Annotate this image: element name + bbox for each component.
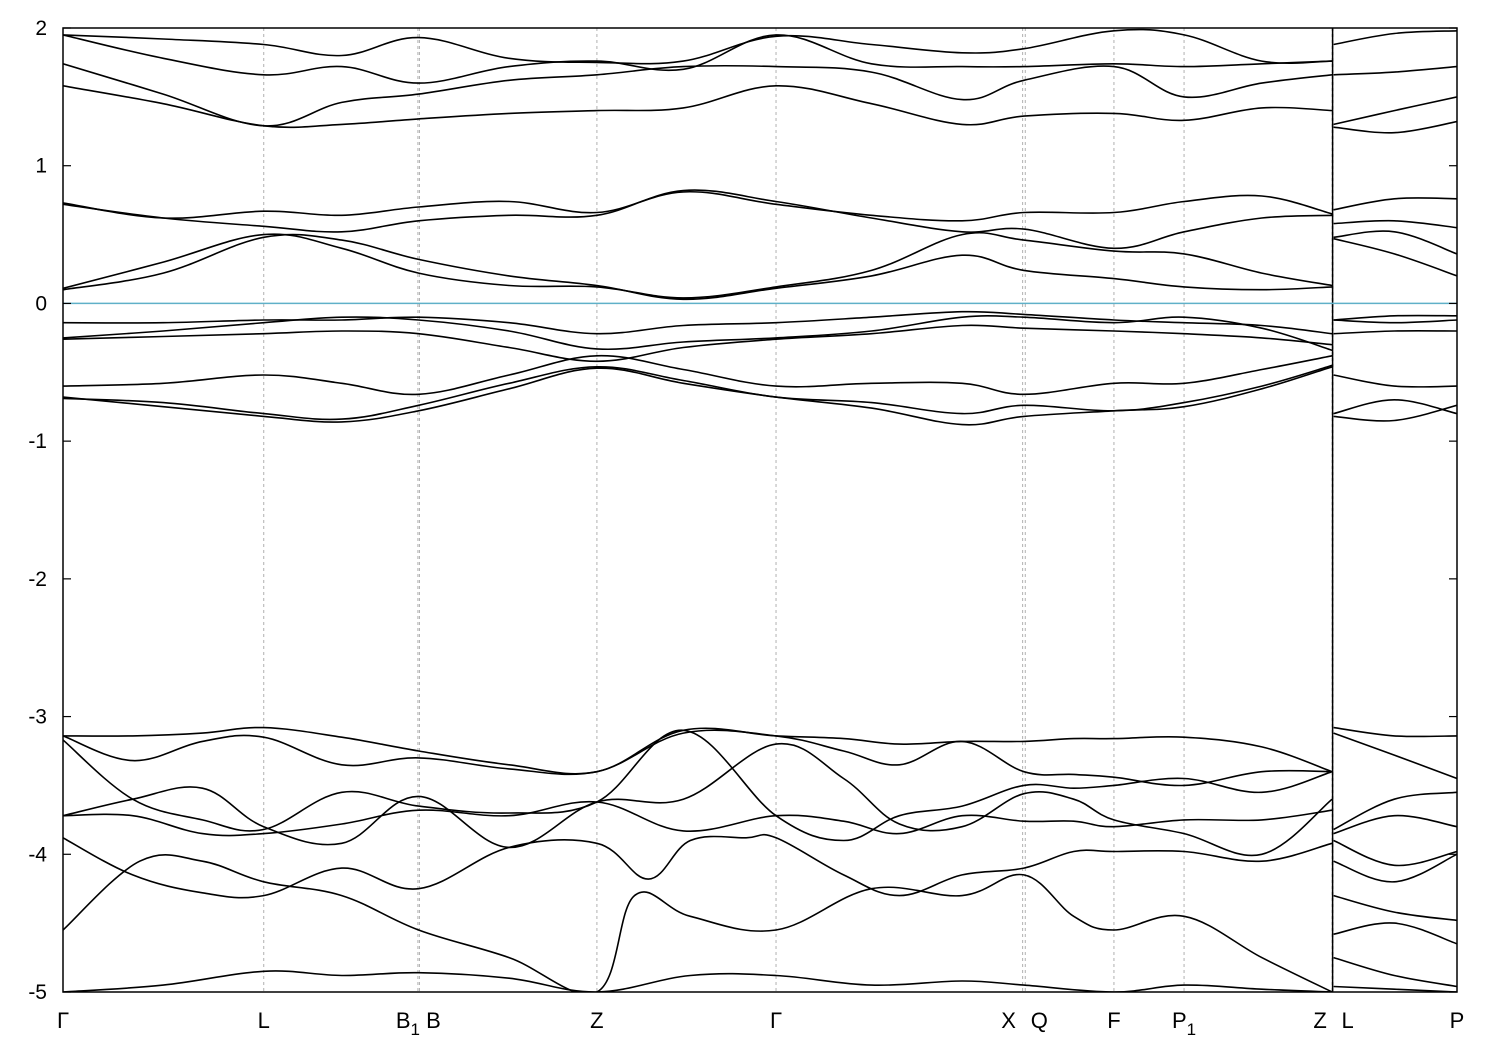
band-line-18 xyxy=(63,190,1333,222)
y-tick-label: -3 xyxy=(28,706,47,729)
y-tick-label: -4 xyxy=(28,843,47,866)
band-line-21 xyxy=(63,34,1333,84)
band-line-27 xyxy=(1333,839,1457,867)
band-line-36 xyxy=(1333,314,1457,321)
band-line-7 xyxy=(63,729,1333,787)
band-line-11 xyxy=(63,354,1333,396)
kpoint-gridlines xyxy=(263,28,1336,992)
y-tick-label: -1 xyxy=(28,430,47,453)
band-line-40 xyxy=(1333,230,1457,255)
x-tick-label-l: L xyxy=(258,1008,270,1033)
band-line-25 xyxy=(1333,791,1457,831)
band-line-33 xyxy=(1333,374,1457,388)
x-tick-label-p: P xyxy=(1450,1008,1465,1033)
band-line-20 xyxy=(63,63,1333,127)
y-tick-label: -2 xyxy=(28,568,47,591)
x-tick-label-q: Q xyxy=(1031,1008,1048,1033)
band-line-46 xyxy=(1333,30,1457,46)
band-line-29 xyxy=(1333,894,1457,922)
band-line-2 xyxy=(63,854,1333,992)
x-tick-label-z-2: Z xyxy=(1313,1008,1326,1033)
band-line-12 xyxy=(63,324,1333,363)
band-line-35 xyxy=(1333,404,1457,422)
band-line-19 xyxy=(63,84,1333,129)
band-line-28 xyxy=(1333,853,1457,883)
band-line-16 xyxy=(63,231,1333,299)
x-tick-label-gamma-start: Γ xyxy=(57,1008,69,1033)
band-line-14 xyxy=(63,310,1333,335)
band-line-3 xyxy=(63,833,1333,899)
y-tick-label: -5 xyxy=(28,981,47,1004)
x-tick-label-p1: P1 xyxy=(1172,1008,1196,1039)
band-line-43 xyxy=(1333,120,1457,134)
band-line-41 xyxy=(1333,219,1457,229)
x-tick-label-gamma-mid: Γ xyxy=(770,1008,782,1033)
band-line-8 xyxy=(63,726,1333,775)
band-line-6 xyxy=(63,729,1333,842)
x-tick-label-z-1: Z xyxy=(590,1008,603,1033)
band-line-5 xyxy=(63,742,1333,857)
y-tick-label: 2 xyxy=(35,17,47,40)
band-line-37 xyxy=(1333,319,1457,324)
plot-axes xyxy=(62,27,1458,993)
band-line-38 xyxy=(1333,329,1457,335)
band-line-30 xyxy=(1333,922,1457,945)
band-line-1 xyxy=(63,970,1333,992)
y-tick-label: 1 xyxy=(35,155,47,178)
band-line-17 xyxy=(63,189,1333,250)
y-tick-labels: 2 1 0 -1 -2 -3 -4 -5 xyxy=(28,17,47,1004)
band-line-42 xyxy=(1333,197,1457,211)
y-tick-label: 0 xyxy=(35,292,47,315)
band-line-31 xyxy=(1333,956,1457,988)
band-line-4 xyxy=(63,800,1333,837)
x-tick-label-b: B xyxy=(426,1008,441,1033)
band-line-45 xyxy=(1333,65,1457,76)
band-line-44 xyxy=(1333,96,1457,126)
x-tick-labels: Γ L B1 B Z Γ X Q F P1 Z L P xyxy=(57,1008,1464,1039)
path-discontinuity-gap xyxy=(1333,28,1336,992)
band-line-26 xyxy=(1333,814,1457,835)
x-tick-label-f: F xyxy=(1107,1008,1120,1033)
band-line-32 xyxy=(1333,985,1457,992)
band-line-10 xyxy=(63,364,1333,421)
band-line-23 xyxy=(1333,726,1457,738)
band-line-34 xyxy=(1333,399,1457,415)
band-line-22 xyxy=(63,28,1333,65)
x-tick-label-l-2: L xyxy=(1342,1008,1354,1033)
band-line-24 xyxy=(1333,732,1457,780)
band-lines xyxy=(63,28,1457,992)
plot-frame xyxy=(62,27,1458,993)
x-tick-label-b1: B1 xyxy=(396,1008,420,1039)
band-line-39 xyxy=(1333,237,1457,277)
x-tick-label-x: X xyxy=(1001,1008,1016,1033)
